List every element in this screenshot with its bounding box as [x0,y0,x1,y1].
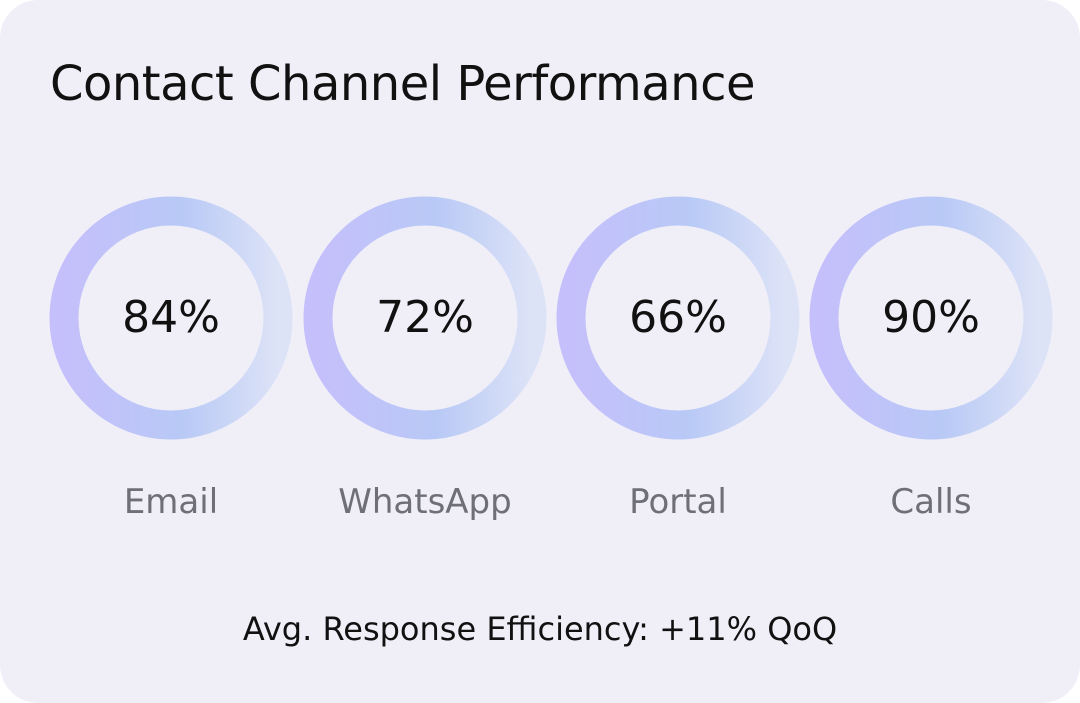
metric-label: WhatsApp [338,482,512,522]
donut-value: 84% [122,292,220,343]
donut-ring [556,196,800,440]
metric-email: 84% Email [49,196,293,526]
donut-email [49,196,293,440]
donut-calls [809,196,1053,440]
metric-label: Calls [890,482,972,522]
donut-value: 72% [376,292,474,343]
metric-label: Portal [629,482,727,522]
page-title: Contact Channel Performance [50,56,756,112]
metric-whatsapp: 72% WhatsApp [303,196,547,526]
response-efficiency-summary: Avg. Response Efficiency: +11% QoQ [242,610,838,648]
metric-calls: 90% Calls [809,196,1053,526]
donut-ring [303,196,547,440]
donut-ring [49,196,293,440]
donut-ring [809,196,1053,440]
metric-portal: 66% Portal [556,196,800,526]
metric-label: Email [123,482,219,522]
donut-value: 66% [629,292,727,343]
donut-whatsapp [303,196,547,440]
donut-value: 90% [882,292,980,343]
donut-portal [556,196,800,440]
